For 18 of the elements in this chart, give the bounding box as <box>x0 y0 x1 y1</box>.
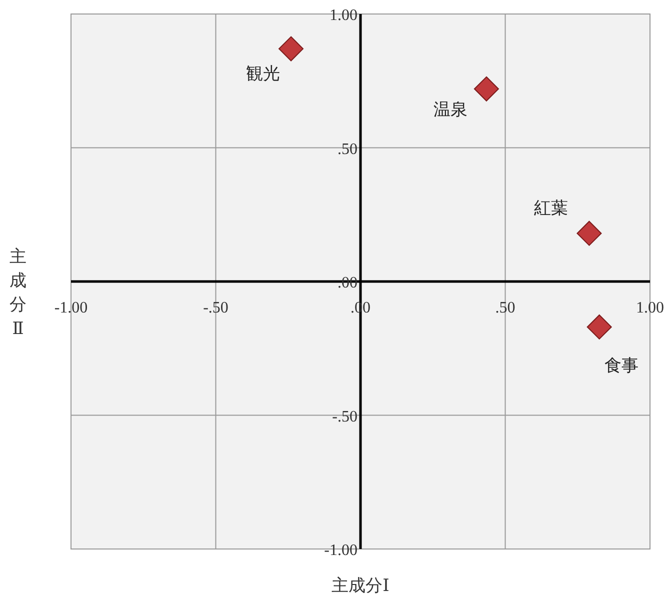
annotation: 観光 <box>246 64 280 83</box>
y-tick-label: .50 <box>338 140 358 158</box>
x-tick-label: -1.00 <box>54 300 88 316</box>
y-tick-label: 1.00 <box>330 7 358 24</box>
annotation: 温泉 <box>433 100 468 119</box>
x-tick-label: -.50 <box>203 300 228 316</box>
x-axis-title: 主成分Ⅰ <box>332 576 390 595</box>
annotation: 食事 <box>604 356 638 375</box>
y-axis-title: 主成分Ⅱ <box>10 247 26 338</box>
x-tick-label: .50 <box>495 300 516 316</box>
point <box>576 220 602 246</box>
y-tick-label: -.50 <box>332 408 358 426</box>
annotation: 紅葉 <box>534 198 568 218</box>
x-tick-label: 1.00 <box>636 300 664 316</box>
point <box>278 36 304 62</box>
point <box>474 76 499 102</box>
y-tick-label: -1.00 <box>324 542 358 559</box>
point <box>586 314 612 340</box>
